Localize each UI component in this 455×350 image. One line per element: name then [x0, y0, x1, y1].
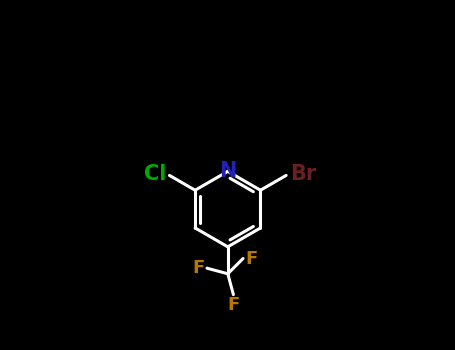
- Text: Cl: Cl: [144, 164, 167, 184]
- Text: Br: Br: [290, 164, 316, 184]
- Text: N: N: [219, 161, 237, 181]
- Text: F: F: [227, 296, 239, 314]
- Text: F: F: [246, 250, 258, 267]
- Text: F: F: [192, 259, 204, 277]
